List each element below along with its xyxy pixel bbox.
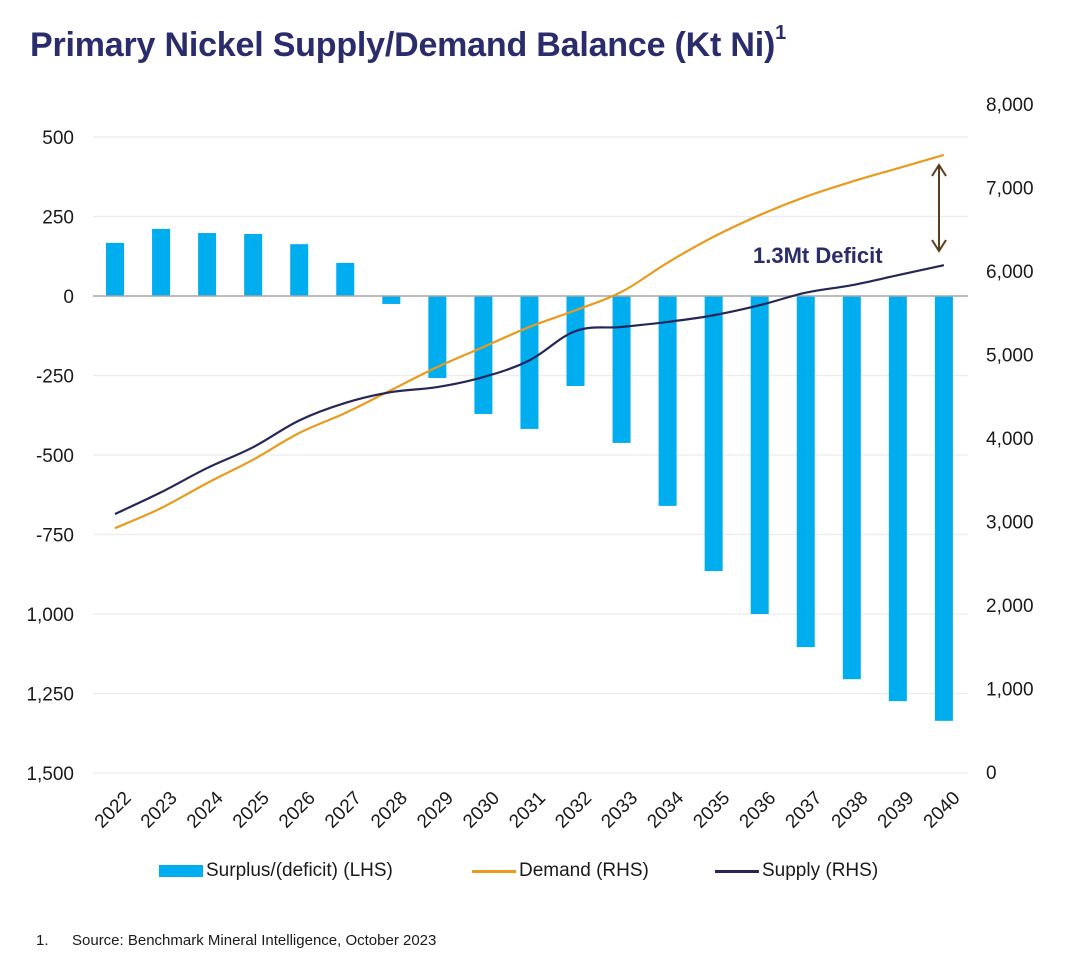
left-axis-tick-label: -500 — [36, 446, 74, 467]
x-axis-tick-label: 2025 — [229, 788, 274, 833]
left-axis-tick-label: 1,500 — [26, 764, 74, 785]
bar-2022 — [106, 242, 124, 296]
x-axis-tick-label: 2028 — [367, 788, 412, 833]
right-axis-tick-label: 2,000 — [986, 596, 1034, 617]
x-axis-tick-label: 2037 — [782, 788, 827, 833]
bar-2035 — [704, 296, 723, 572]
bar-2024 — [198, 233, 217, 296]
x-axis-tick-label: 2023 — [137, 788, 182, 833]
legend-label: Supply (RHS) — [762, 860, 879, 881]
left-axis-tick-label: -250 — [36, 367, 74, 388]
bar-2030 — [474, 296, 493, 414]
bar-2029 — [428, 296, 447, 379]
left-axis-tick-label: 0 — [63, 287, 74, 308]
legend-swatch-line-demand — [472, 869, 516, 873]
bar-2026 — [290, 244, 309, 296]
x-axis-tick-label: 2027 — [321, 788, 366, 833]
x-axis-ticks: 2022 2023 2024 2025 2026 2027 2028 2029 2030 2031… — [91, 787, 965, 832]
right-axis-tick-label: 7,000 — [986, 179, 1034, 200]
x-axis-tick-label: 2026 — [275, 788, 320, 833]
x-axis-tick-label: 2040 — [920, 788, 965, 833]
x-axis-tick-label: 2036 — [736, 788, 781, 833]
chart-title: Primary Nickel Supply/Demand Balance (Kt… — [30, 22, 786, 65]
x-axis-tick-label: 2039 — [874, 788, 919, 833]
bar-2037 — [796, 296, 815, 648]
legend-swatch-line-supply — [715, 869, 759, 873]
left-axis-tick-label: 250 — [42, 208, 74, 229]
x-axis-tick-label: 2032 — [551, 788, 596, 833]
arrow-head-down-icon — [931, 239, 947, 253]
left-axis-tick-label: 500 — [42, 128, 74, 149]
left-axis-ticks: 500 250 0 -250 -500 -750 1,000 1,250 1,500 — [26, 128, 74, 785]
legend-item-surplus-deficit: Surplus/(deficit) (LHS) — [159, 860, 393, 882]
right-axis-tick-label: 6,000 — [986, 262, 1034, 283]
chart-title-text: Primary Nickel Supply/Demand Balance (Kt… — [30, 26, 776, 64]
right-axis-tick-label: 8,000 — [986, 95, 1034, 116]
legend-label: Surplus/(deficit) (LHS) — [206, 860, 393, 881]
bar-2040 — [934, 296, 953, 721]
right-axis-tick-label: 5,000 — [986, 346, 1034, 367]
left-axis-tick-label: 1,250 — [26, 685, 74, 706]
line-series — [114, 153, 945, 530]
x-axis-tick-label: 2024 — [183, 787, 228, 832]
bar-2033 — [612, 296, 631, 443]
x-axis-tick-label: 2029 — [413, 788, 458, 833]
legend-item-supply: Supply (RHS) — [715, 860, 878, 882]
bar-2036 — [750, 296, 769, 614]
arrow-head-up-icon — [931, 163, 947, 177]
x-axis-tick-label: 2038 — [828, 788, 873, 833]
x-axis-tick-label: 2030 — [459, 788, 504, 833]
left-axis-tick-label: -750 — [36, 526, 74, 547]
x-axis-tick-label: 2034 — [643, 787, 688, 832]
bar-2025 — [244, 233, 263, 296]
right-axis-tick-label: 3,000 — [986, 513, 1034, 534]
bar-2039 — [888, 296, 907, 702]
x-axis-tick-label: 2031 — [505, 788, 550, 833]
gridlines — [93, 136, 968, 774]
title-footnote-marker: 1 — [775, 22, 787, 44]
source-footnote: 1. Source: Benchmark Mineral Intelligence… — [36, 932, 436, 949]
deficit-annotation: 1.3Mt Deficit — [753, 163, 947, 268]
footnote-number: 1. — [36, 932, 49, 949]
right-axis-ticks: 8,000 7,000 6,000 5,000 4,000 3,000 2,000 1,000… — [986, 95, 1034, 784]
bar-2023 — [152, 228, 171, 296]
deficit-annotation-label: 1.3Mt Deficit — [753, 243, 883, 268]
right-axis-tick-label: 4,000 — [986, 429, 1034, 450]
x-axis-tick-label: 2022 — [91, 788, 136, 833]
bar-2032 — [566, 296, 585, 386]
bar-series-surplus-deficit — [106, 228, 953, 721]
x-axis-tick-label: 2035 — [689, 788, 734, 833]
bar-2038 — [842, 296, 861, 680]
right-axis-tick-label: 0 — [986, 763, 997, 784]
right-axis-tick-label: 1,000 — [986, 680, 1034, 701]
footnote-text: Source: Benchmark Mineral Intelligence, … — [72, 932, 437, 949]
bar-2034 — [658, 296, 677, 506]
x-axis-tick-label: 2033 — [597, 788, 642, 833]
bar-2028 — [382, 296, 401, 304]
bar-2027 — [336, 262, 355, 296]
legend-label: Demand (RHS) — [519, 860, 649, 881]
left-axis-tick-label: 1,000 — [26, 605, 74, 626]
chart-legend: Surplus/(deficit) (LHS) Demand (RHS) Sup… — [0, 860, 1084, 890]
legend-item-demand: Demand (RHS) — [472, 860, 649, 882]
legend-swatch-bar — [159, 865, 203, 877]
